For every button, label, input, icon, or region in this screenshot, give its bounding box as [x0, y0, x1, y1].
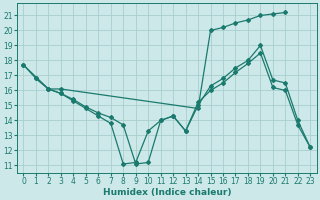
X-axis label: Humidex (Indice chaleur): Humidex (Indice chaleur)	[103, 188, 231, 197]
